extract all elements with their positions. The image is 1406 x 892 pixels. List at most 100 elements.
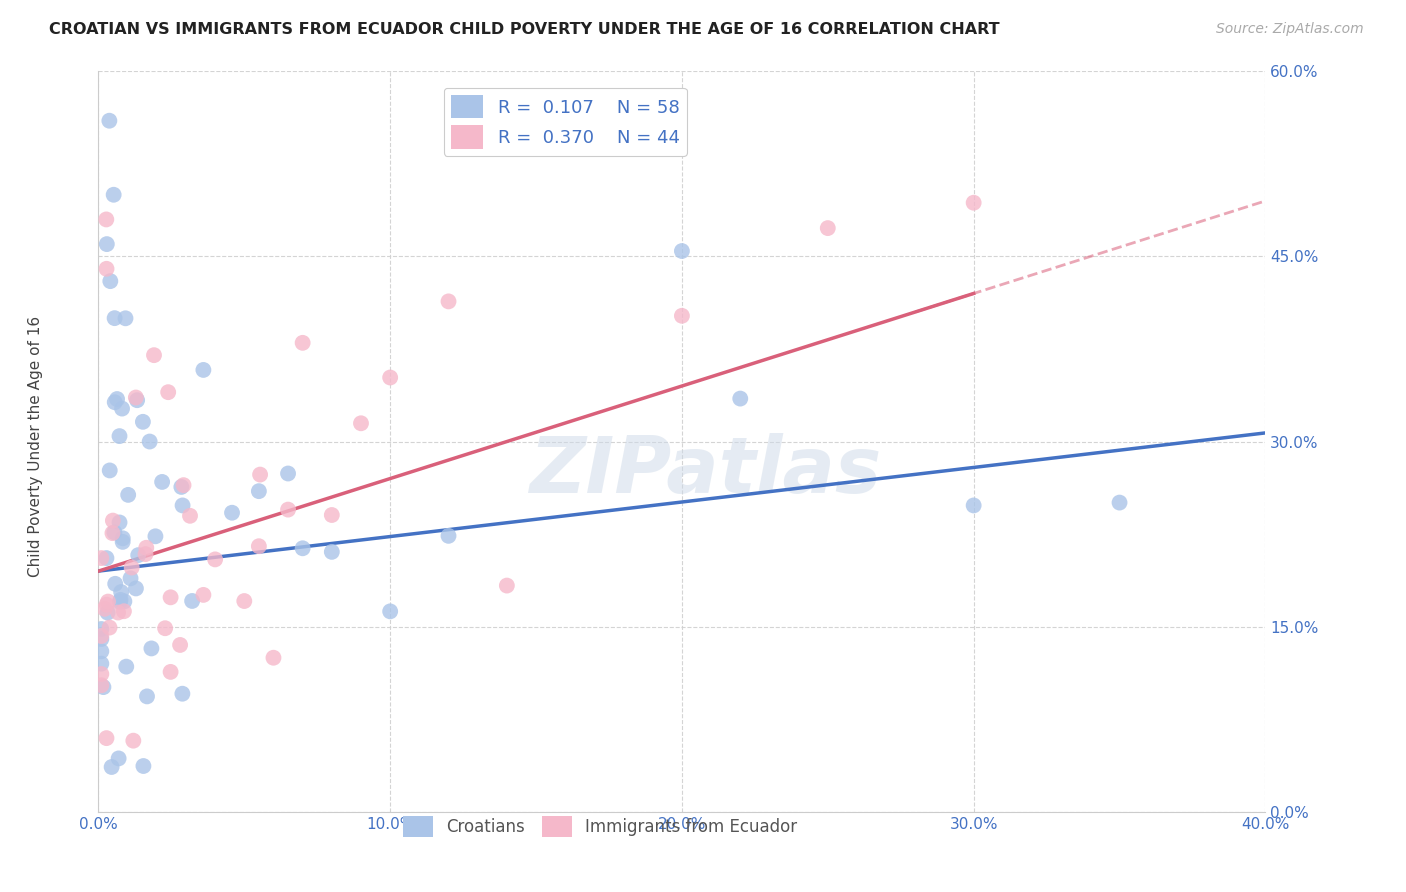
Point [143,348,166,362]
Point [96,237,118,252]
Point [145,529,167,543]
Point [193,588,215,602]
Point [172,499,194,513]
Text: Child Poverty Under the Age of 16: Child Poverty Under the Age of 16 [28,316,42,576]
Point [132,415,155,429]
Point [90,657,112,671]
Point [179,508,201,523]
Point [104,577,127,591]
Point [93,680,115,694]
Text: Source: ZipAtlas.com: Source: ZipAtlas.com [1216,22,1364,37]
Point [181,594,204,608]
Point [90,678,112,692]
Point [127,548,149,562]
Point [437,294,460,309]
Point [730,392,752,406]
Point [380,370,402,384]
Point [221,506,243,520]
Point [150,475,173,489]
Point [121,560,143,574]
Point [103,525,125,540]
Point [96,551,118,566]
Point [132,759,155,773]
Point [90,632,112,646]
Point [193,363,215,377]
Point [117,488,139,502]
Point [104,311,127,326]
Point [321,545,343,559]
Point [962,195,984,210]
Point [262,650,284,665]
Point [962,499,984,513]
Point [104,395,127,409]
Point [112,604,135,618]
Point [111,531,134,545]
Point [141,641,163,656]
Point [170,480,193,494]
Point [90,667,112,681]
Point [114,311,136,326]
Point [291,541,314,556]
Text: CROATIAN VS IMMIGRANTS FROM ECUADOR CHILD POVERTY UNDER THE AGE OF 16 CORRELATIO: CROATIAN VS IMMIGRANTS FROM ECUADOR CHIL… [49,22,1000,37]
Point [93,602,115,616]
Point [90,644,112,658]
Point [103,187,125,202]
Point [159,591,181,605]
Point [115,659,138,673]
Point [277,502,299,516]
Point [817,221,839,235]
Point [125,391,148,405]
Point [108,516,131,530]
Text: ZIPatlas: ZIPatlas [529,434,882,509]
Point [173,478,195,492]
Point [671,309,693,323]
Point [97,606,120,620]
Point [247,539,270,553]
Point [350,417,373,431]
Point [136,690,159,704]
Point [169,638,191,652]
Point [98,621,121,635]
Point [1108,495,1130,509]
Point [107,606,129,620]
Point [247,484,270,499]
Point [98,113,121,128]
Point [108,429,131,443]
Point [380,604,402,618]
Point [157,385,180,400]
Legend: Croatians, Immigrants from Ecuador: Croatians, Immigrants from Ecuador [396,809,804,844]
Point [138,434,160,449]
Point [321,508,343,522]
Point [108,595,131,609]
Point [135,541,157,555]
Point [112,594,135,608]
Point [98,463,121,477]
Point [204,552,226,566]
Point [127,393,149,408]
Point [111,534,134,549]
Point [100,760,122,774]
Point [101,514,124,528]
Point [96,731,118,745]
Point [90,622,112,636]
Point [135,547,157,561]
Point [105,392,128,406]
Point [233,594,256,608]
Point [120,571,142,585]
Point [90,629,112,643]
Point [107,751,129,765]
Point [101,526,124,541]
Point [110,593,132,607]
Point [96,261,118,276]
Point [96,212,118,227]
Point [496,578,519,592]
Point [159,665,181,679]
Point [110,585,132,599]
Point [96,598,118,612]
Point [671,244,693,258]
Point [277,467,299,481]
Point [97,594,120,608]
Point [291,335,314,350]
Point [172,687,194,701]
Point [90,551,112,566]
